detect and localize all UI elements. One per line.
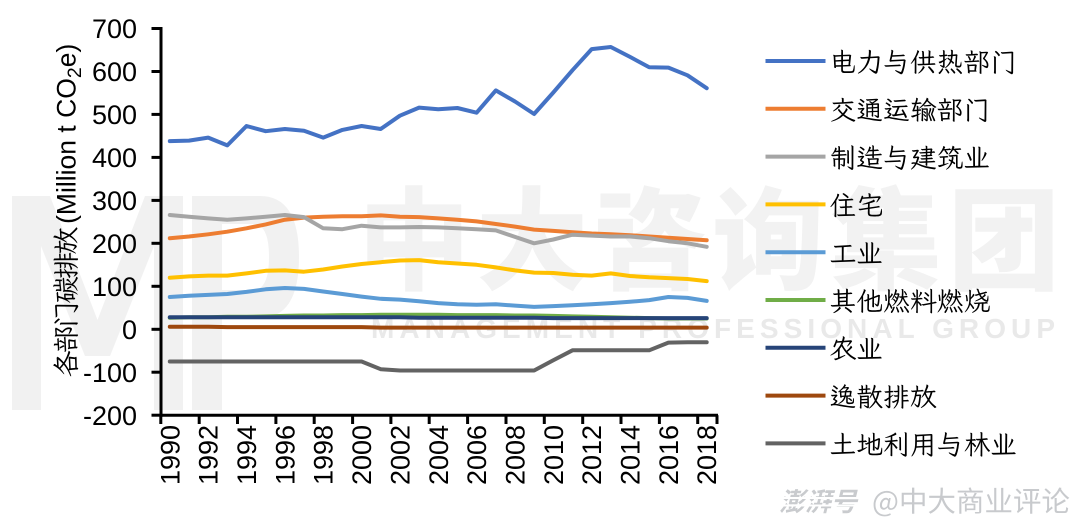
svg-text:700: 700 xyxy=(92,14,137,44)
svg-text:-200: -200 xyxy=(83,401,137,431)
svg-text:1992: 1992 xyxy=(194,425,224,485)
svg-text:2008: 2008 xyxy=(501,425,531,485)
svg-text:2014: 2014 xyxy=(616,425,646,485)
svg-text:200: 200 xyxy=(92,229,137,259)
svg-text:1990: 1990 xyxy=(155,425,185,485)
svg-text:-100: -100 xyxy=(83,358,137,388)
svg-text:(Million t CO2e): (Million t CO2e) xyxy=(52,44,87,224)
svg-text:2006: 2006 xyxy=(462,425,492,485)
svg-text:2004: 2004 xyxy=(424,425,454,485)
svg-text:2000: 2000 xyxy=(347,425,377,485)
svg-text:1996: 1996 xyxy=(270,425,300,485)
svg-text:1994: 1994 xyxy=(232,425,262,485)
svg-text:500: 500 xyxy=(92,100,137,130)
svg-text:2016: 2016 xyxy=(654,425,684,485)
svg-text:2012: 2012 xyxy=(577,425,607,485)
svg-text:400: 400 xyxy=(92,143,137,173)
svg-text:100: 100 xyxy=(92,272,137,302)
svg-text:2010: 2010 xyxy=(539,425,569,485)
svg-text:1998: 1998 xyxy=(309,425,339,485)
svg-text:2002: 2002 xyxy=(385,425,415,485)
svg-text:300: 300 xyxy=(92,186,137,216)
svg-text:0: 0 xyxy=(122,315,137,345)
svg-text:2018: 2018 xyxy=(692,425,722,485)
svg-text:600: 600 xyxy=(92,57,137,87)
